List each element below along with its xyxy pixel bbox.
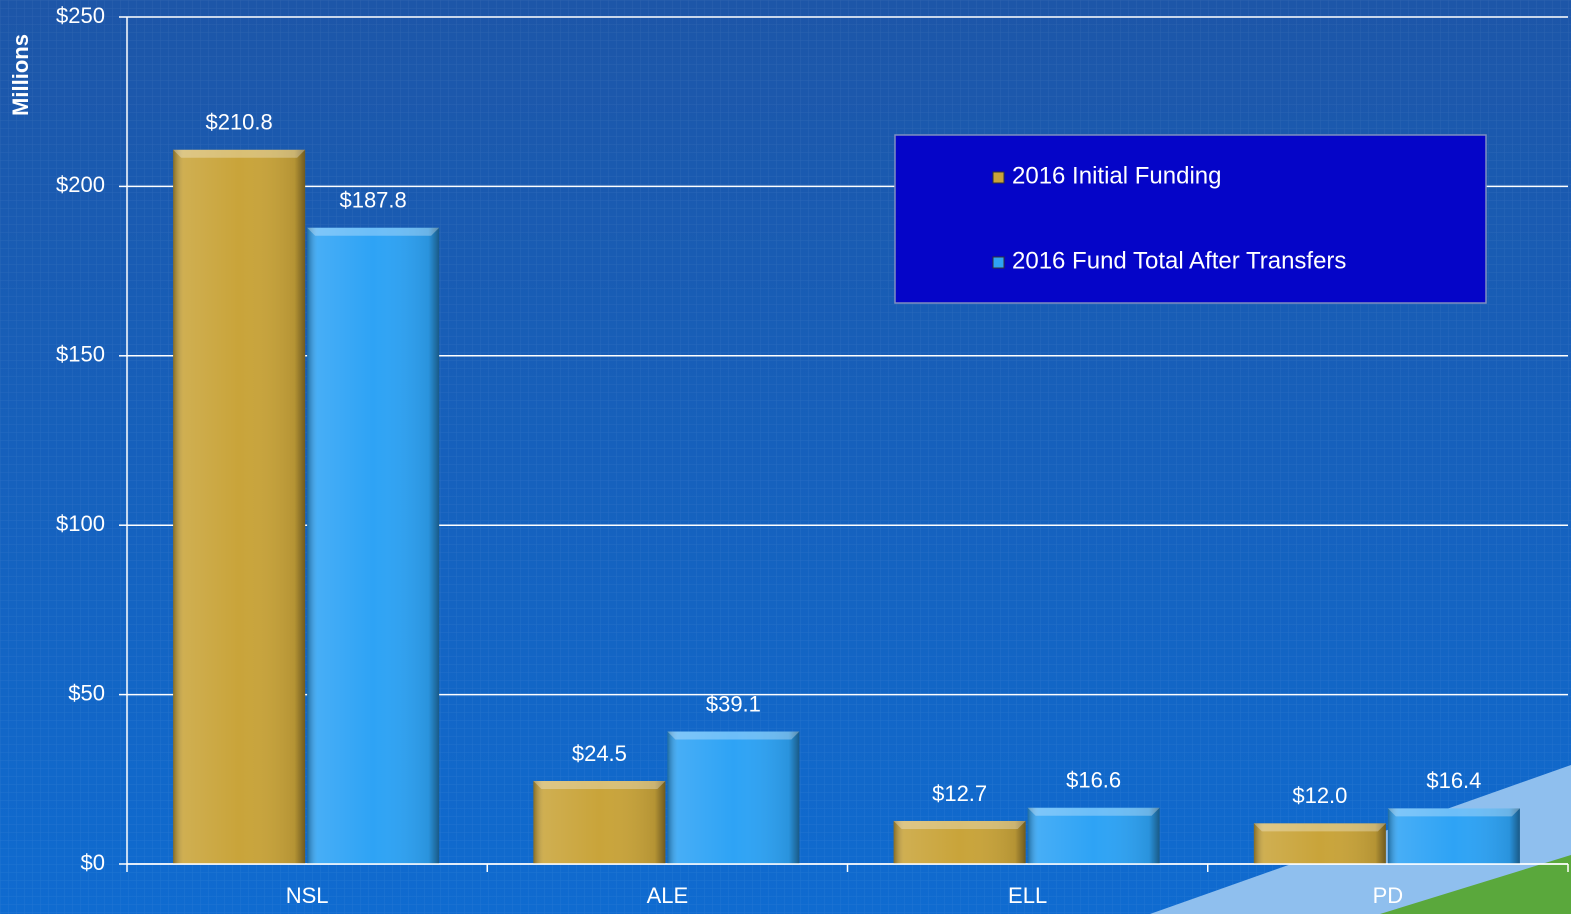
legend-swatch <box>992 171 1005 184</box>
bar-shade <box>1253 823 1386 864</box>
bar-bevel <box>1027 807 1160 816</box>
bar-shade <box>893 820 1026 864</box>
bar-bevel <box>307 227 440 236</box>
x-tick-label: ELL <box>1008 883 1047 908</box>
bar-shade <box>533 780 666 864</box>
y-tick-label: $0 <box>81 850 105 875</box>
bar-shade <box>1027 807 1160 864</box>
legend-box <box>894 134 1487 304</box>
legend-label: 2016 Initial Funding <box>1012 162 1221 189</box>
bar-bevel <box>533 780 666 789</box>
value-label: $39.1 <box>706 691 761 716</box>
corner-decoration <box>1380 855 1571 914</box>
value-label: $12.0 <box>1292 783 1347 808</box>
bar-shade <box>173 149 306 865</box>
bar-shade <box>307 227 440 865</box>
y-tick-label: $250 <box>56 3 105 28</box>
value-label: $24.5 <box>572 741 627 766</box>
bar-bevel <box>1253 823 1386 832</box>
y-tick-label: $150 <box>56 342 105 367</box>
legend-label: 2016 Fund Total After Transfers <box>1012 247 1346 274</box>
y-tick-label: $100 <box>56 511 105 536</box>
bar-bevel <box>173 149 306 158</box>
value-label: $210.8 <box>205 110 272 135</box>
y-tick-label: $50 <box>68 680 105 705</box>
legend-swatch <box>992 256 1005 269</box>
y-axis-label: Millions <box>8 34 33 116</box>
value-label: $16.4 <box>1426 768 1481 793</box>
bar-shade <box>667 731 800 864</box>
value-label: $187.8 <box>339 188 406 213</box>
x-tick-label: PD <box>1373 883 1404 908</box>
bar-shade <box>1387 808 1520 864</box>
y-tick-label: $200 <box>56 172 105 197</box>
bar-bevel <box>1387 808 1520 817</box>
value-label: $16.6 <box>1066 768 1121 793</box>
value-label: $12.7 <box>932 781 987 806</box>
x-tick-label: NSL <box>286 883 329 908</box>
bar-bevel <box>667 731 800 740</box>
x-tick-label: ALE <box>647 883 689 908</box>
bar-bevel <box>893 820 1026 829</box>
